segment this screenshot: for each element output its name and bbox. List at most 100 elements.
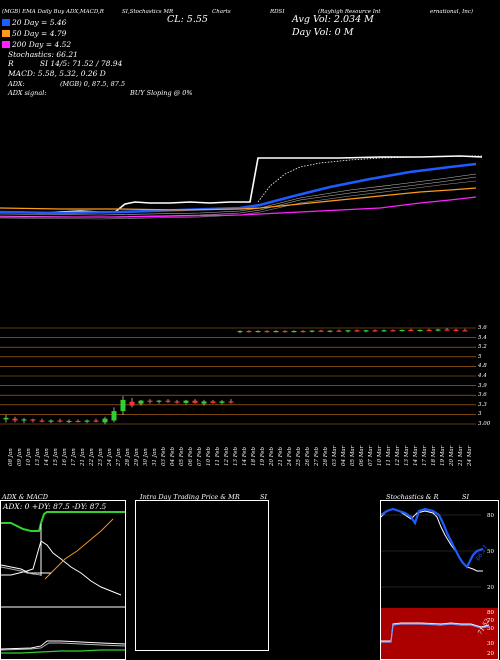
candle-body bbox=[318, 330, 324, 332]
date-label: 19 Feb bbox=[260, 446, 266, 466]
price-axis-label: 4.4 bbox=[478, 373, 487, 379]
candle-chart-area bbox=[0, 325, 476, 428]
candle-body bbox=[462, 330, 468, 332]
candle-body bbox=[48, 420, 54, 422]
candle bbox=[75, 419, 81, 423]
candle bbox=[21, 417, 27, 424]
date-label: 16 Jan bbox=[62, 448, 68, 466]
candle bbox=[354, 329, 360, 332]
band-line-1 bbox=[0, 173, 477, 216]
candle bbox=[390, 329, 396, 332]
date-label: 23 Jan bbox=[98, 448, 104, 466]
date-label: 27 Jan bbox=[116, 448, 122, 466]
stoch-level-label: 20 bbox=[487, 585, 494, 591]
candle-body bbox=[156, 400, 162, 402]
candle bbox=[453, 328, 459, 332]
candle bbox=[246, 330, 252, 333]
ema50-legend: 50 Day = 4.79 bbox=[2, 29, 66, 38]
candle-body bbox=[255, 330, 261, 333]
candle-body bbox=[291, 330, 297, 333]
price-axis-label: 5.4 bbox=[478, 334, 487, 341]
price-axis-label: 3.6 bbox=[478, 392, 487, 399]
price-axis-label: 3.00 bbox=[478, 421, 491, 427]
candle bbox=[174, 399, 180, 404]
candle-body bbox=[282, 330, 288, 333]
date-label: 30 Jan bbox=[143, 448, 149, 466]
date-label: 21 Feb bbox=[278, 446, 284, 466]
rsi-level-label: 80 bbox=[487, 610, 494, 616]
price-axis-label: 4.8 bbox=[478, 363, 487, 370]
candle bbox=[156, 399, 162, 404]
close-price: CL: 5.55 bbox=[167, 14, 208, 25]
intraday-panel-title: Intra Day Trading Price & MR bbox=[140, 493, 240, 501]
date-label: 21 Mar bbox=[458, 445, 464, 466]
price-axis-label: 5 bbox=[478, 353, 482, 360]
header-title-left: (MGB) EMA Daily Buy ADX,MACD,R bbox=[2, 9, 104, 15]
candle-body bbox=[372, 330, 378, 332]
candle bbox=[408, 328, 414, 332]
candle bbox=[192, 399, 198, 404]
header-company-b: ernational, Inc) bbox=[430, 9, 474, 15]
candle bbox=[444, 327, 450, 331]
date-label: 07 Feb bbox=[197, 446, 203, 466]
date-label: 11 Feb bbox=[215, 446, 221, 466]
adx-values: ADX: 0 +DY: 87.5 -DY: 87.5 bbox=[3, 502, 107, 511]
stoch-level-label: 80 bbox=[487, 513, 494, 519]
date-label: 07 Mar bbox=[368, 445, 374, 466]
avg-volume: Avg Vol: 2.034 M bbox=[292, 14, 374, 25]
candle bbox=[462, 328, 468, 332]
date-label: 22 Jan bbox=[89, 448, 95, 466]
dotted-band-line bbox=[257, 155, 482, 203]
macd-line-1 bbox=[1, 564, 51, 574]
candle bbox=[336, 329, 342, 332]
header-symbol: RDSI bbox=[270, 9, 285, 15]
candle-body bbox=[57, 420, 63, 422]
band-line-3 bbox=[0, 180, 477, 220]
candle-body bbox=[345, 330, 351, 332]
date-label: 14 Jan bbox=[44, 448, 50, 466]
candle-body bbox=[435, 329, 441, 331]
candle-body bbox=[12, 418, 18, 421]
candle-body bbox=[120, 399, 126, 412]
candle bbox=[210, 399, 216, 404]
candle-body bbox=[138, 400, 144, 404]
adx-mgb-values: (MGB) 0, 87.5, 87.5 bbox=[60, 80, 126, 88]
date-label: 24 Feb bbox=[287, 446, 293, 466]
macd-lower-line-1 bbox=[1, 640, 125, 650]
candle-body bbox=[192, 400, 198, 403]
candle-body bbox=[228, 401, 234, 403]
rsi-level-label: 50 bbox=[487, 626, 494, 632]
candle bbox=[129, 398, 135, 408]
date-label: 20 Feb bbox=[269, 446, 275, 466]
rsi-level-label: 70 bbox=[487, 618, 494, 624]
candle-body bbox=[408, 329, 414, 332]
date-label: 05 Mar bbox=[350, 445, 356, 466]
candle-body bbox=[111, 411, 117, 421]
candle-body bbox=[219, 401, 225, 403]
candle bbox=[48, 419, 54, 424]
date-label: 18 Mar bbox=[431, 445, 437, 466]
candle bbox=[120, 396, 126, 415]
price-axis-label: 3.9 bbox=[478, 382, 487, 389]
stoch-level-label: 50 bbox=[487, 549, 494, 555]
date-label: 05 Feb bbox=[179, 446, 185, 466]
date-label: 06 Feb bbox=[188, 446, 194, 466]
date-label: 08 Jan bbox=[8, 448, 14, 466]
stoch-blue-line bbox=[381, 507, 484, 569]
candle-body bbox=[381, 330, 387, 332]
candle-body bbox=[84, 420, 90, 422]
candle bbox=[138, 399, 144, 406]
adx-label: ADX: bbox=[8, 80, 25, 88]
date-label: 31 Jan bbox=[152, 448, 158, 466]
candle bbox=[372, 329, 378, 332]
candle bbox=[147, 399, 153, 404]
date-label: 09 Jan bbox=[17, 448, 23, 466]
candle-body bbox=[273, 330, 279, 333]
ema-chart bbox=[0, 155, 483, 220]
header-title-mid: SI,Stochastics MR bbox=[122, 9, 174, 15]
candle-body bbox=[3, 417, 9, 420]
date-label: 18 Feb bbox=[251, 446, 257, 466]
ema20-legend: 20 Day = 5.46 bbox=[2, 18, 66, 27]
candle bbox=[165, 399, 171, 403]
candle-body bbox=[327, 330, 333, 332]
